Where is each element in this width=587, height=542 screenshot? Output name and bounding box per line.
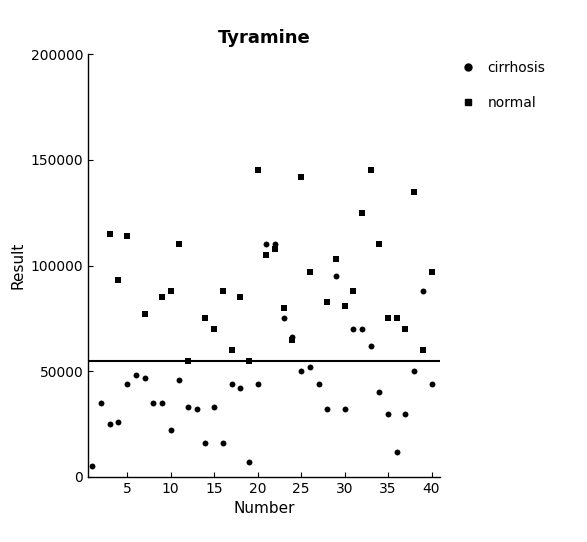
Point [410, 188, 419, 196]
Point [105, 420, 114, 428]
Point [401, 325, 410, 333]
Point [296, 172, 306, 181]
Point [114, 276, 123, 285]
Point [340, 301, 349, 310]
Point [149, 399, 158, 408]
Point [322, 297, 332, 306]
Point [288, 335, 297, 344]
Point [349, 325, 358, 333]
Point [392, 447, 402, 456]
Point [375, 240, 384, 249]
Point [262, 240, 271, 249]
Title: Tyramine: Tyramine [218, 29, 311, 47]
Point [96, 399, 106, 408]
Point [271, 244, 280, 253]
Point [357, 325, 367, 333]
Point [123, 231, 132, 240]
Point [262, 250, 271, 259]
Point [123, 379, 132, 388]
Point [253, 166, 262, 175]
Point [227, 346, 236, 354]
Point [183, 403, 193, 411]
Point [418, 287, 427, 295]
Point [140, 310, 149, 319]
Point [279, 304, 288, 312]
Point [427, 379, 436, 388]
Point [401, 409, 410, 418]
Point [235, 384, 245, 392]
Point [175, 376, 184, 384]
Point [175, 240, 184, 249]
Point [410, 367, 419, 376]
Point [201, 314, 210, 322]
Point [383, 409, 393, 418]
Point [418, 346, 427, 354]
Point [210, 325, 219, 333]
Point [279, 314, 288, 322]
Point [227, 379, 236, 388]
Y-axis label: Result: Result [10, 242, 25, 289]
Point [331, 255, 340, 263]
Point [166, 287, 176, 295]
Point [427, 268, 436, 276]
Point [253, 379, 262, 388]
Point [87, 462, 97, 470]
Point [131, 371, 140, 380]
Point [157, 293, 167, 301]
Point [392, 314, 402, 322]
Point [340, 405, 349, 414]
Point [157, 399, 167, 408]
Point [357, 209, 367, 217]
Point [305, 363, 315, 371]
Point [375, 388, 384, 397]
Point [331, 272, 340, 281]
Point [210, 403, 219, 411]
Point [305, 268, 315, 276]
Point [201, 439, 210, 448]
Point [383, 314, 393, 322]
Point [288, 333, 297, 342]
Point [366, 341, 375, 350]
Point [218, 439, 228, 448]
Point [322, 405, 332, 414]
Point [244, 458, 254, 467]
Point [235, 293, 245, 301]
Point [140, 373, 149, 382]
Point [271, 240, 280, 249]
Point [192, 405, 201, 414]
Point [244, 357, 254, 365]
Point [314, 379, 323, 388]
Point [166, 426, 176, 435]
Point [349, 287, 358, 295]
Point [296, 367, 306, 376]
Point [105, 229, 114, 238]
X-axis label: Number: Number [234, 501, 295, 517]
Legend: cirrhosis, normal: cirrhosis, normal [454, 61, 545, 110]
Point [218, 287, 228, 295]
Point [114, 418, 123, 427]
Point [183, 357, 193, 365]
Point [366, 166, 375, 175]
